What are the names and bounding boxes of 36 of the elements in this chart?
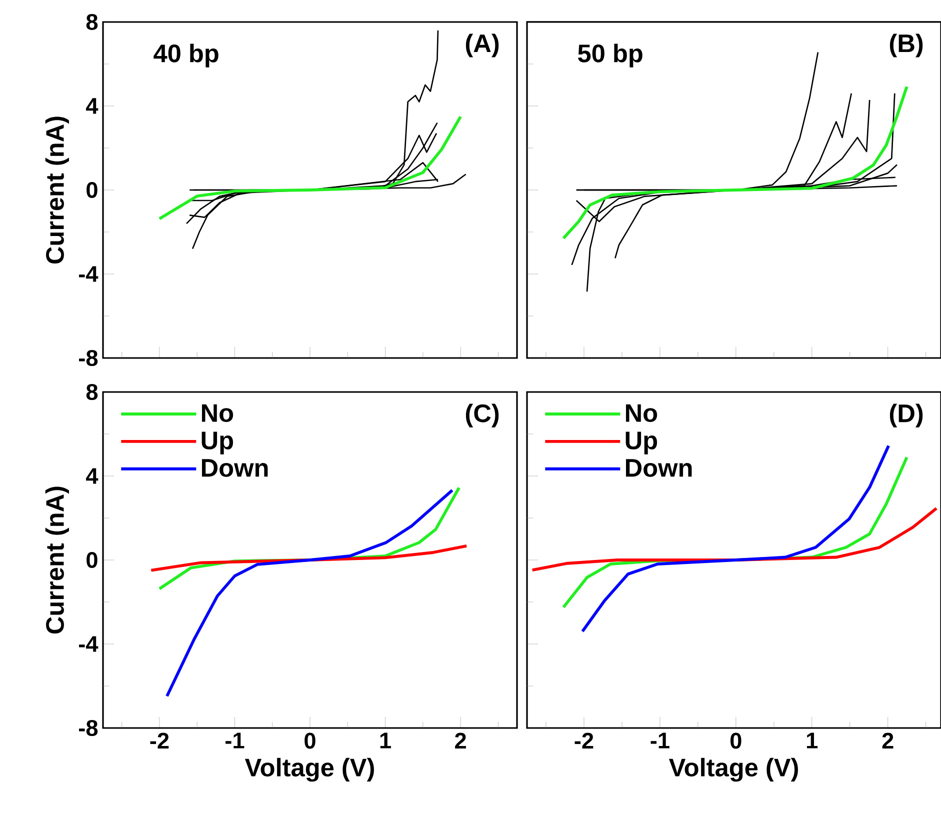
legend-label: Down [626, 459, 692, 477]
x-tick-label: -1 [226, 732, 244, 748]
annotation: (D) [890, 404, 923, 428]
y-tick-label: -8 [79, 350, 98, 366]
y-tick-label: 4 [86, 468, 98, 484]
x-tick-label: 1 [380, 732, 391, 748]
x-axis-title: Voltage (V) [668, 758, 798, 782]
legend-label: No [202, 404, 234, 422]
legend-label: Up [202, 432, 234, 454]
annotation: (C) [466, 404, 499, 428]
y-tick-label: 8 [86, 14, 98, 30]
annotation: 40 bp [154, 44, 218, 68]
legend-label: Down [202, 459, 268, 477]
y-tick-label: -4 [79, 636, 98, 652]
y-tick-label: 0 [86, 182, 98, 198]
y-tick-label: -8 [79, 720, 98, 736]
annotation: 50 bp [578, 44, 642, 68]
annotation: (A) [466, 34, 499, 58]
x-tick-label: 2 [882, 732, 894, 749]
x-tick-label: 0 [304, 732, 316, 749]
y-axis-title: Current (nA) [45, 486, 69, 634]
x-axis-title: Voltage (V) [244, 758, 374, 782]
legend-label: No [626, 404, 658, 422]
x-tick-label: -1 [650, 732, 670, 748]
y-tick-label: 4 [86, 98, 98, 114]
y-axis-title: Current (nA) [45, 116, 69, 264]
x-tick-label: 2 [455, 732, 466, 749]
x-tick-label: -2 [150, 732, 169, 749]
x-tick-label: 0 [730, 732, 742, 749]
annotation: (B) [890, 34, 923, 58]
y-tick-label: 8 [86, 384, 98, 400]
x-tick-label: 1 [806, 732, 818, 748]
y-tick-label: 0 [86, 552, 98, 568]
legend-label: Up [626, 432, 658, 454]
x-tick-label: -2 [574, 732, 594, 749]
y-tick-label: -4 [79, 266, 98, 282]
